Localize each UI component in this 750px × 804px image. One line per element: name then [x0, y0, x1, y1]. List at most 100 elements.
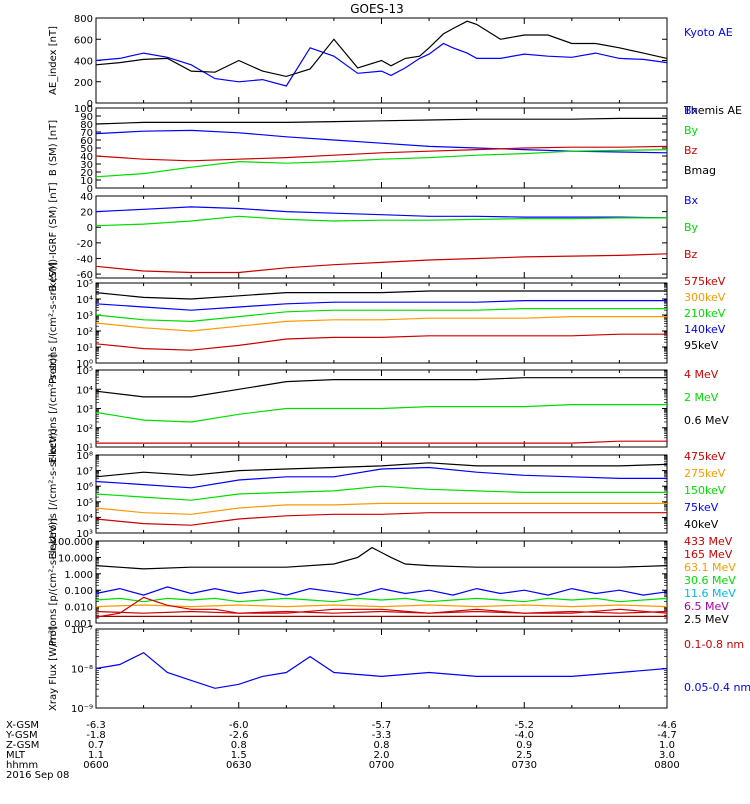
series-line-by: [95, 149, 668, 178]
series-line-bmag: [95, 117, 667, 125]
legend-entry: 165 MeV: [684, 548, 733, 561]
y-tick-label: 20: [80, 208, 93, 219]
legend-entry: 95keV: [684, 339, 719, 352]
x-row-value: 2.5: [516, 750, 532, 761]
y-tick-label: 0: [87, 184, 93, 195]
panel-6: 0.001 0.010 0.100 1.000 10.000 100.000Protons…: [48, 518, 736, 646]
series-line-2-5-mev: [95, 546, 668, 570]
y-tick-label: 70: [80, 128, 93, 139]
x-row-value: 1.0: [659, 740, 675, 751]
y-tick-label: 10¹: [76, 443, 93, 454]
y-tick-label: 0.100: [64, 586, 93, 597]
series-line-bx: [95, 129, 668, 154]
y-tick-label: 10: [80, 176, 93, 187]
x-row-value: 3.0: [659, 750, 675, 761]
panel-frame: [95, 540, 668, 624]
legend-entry: 2 MeV: [684, 391, 719, 404]
series-line-165-mev: [95, 610, 668, 614]
series-line-bz: [95, 253, 668, 274]
series-line-0-6-mev: [95, 377, 667, 398]
y-tick-label: 10¹: [76, 343, 93, 354]
y-tick-label: 100.000: [52, 537, 93, 548]
y-tick-label: 10⁻⁹: [71, 704, 93, 715]
series-line-95kev: [95, 290, 667, 300]
y-axis-label: Protons [/(cm²-s-sr-keV)]: [48, 262, 59, 384]
x-row-value: -5.2: [514, 720, 534, 731]
panel-5: 10³ 10⁴ 10⁵ 10⁶ 10⁷ 10⁸ Electrons [/(cm²-s-sr-…: [48, 429, 726, 560]
x-row-value: 0800: [654, 760, 679, 771]
y-tick-label: 600: [74, 35, 93, 46]
y-tick-label: 10⁻⁷: [71, 625, 93, 636]
date-label: 2016 Sep 08: [6, 770, 69, 781]
series-line-140kev: [95, 300, 667, 311]
legend-entry: By: [684, 221, 699, 234]
legend-entry: 575keV: [684, 275, 726, 288]
series-line-themis-ae: [95, 20, 668, 78]
x-row-value: 0600: [83, 760, 108, 771]
legend-entry: 75keV: [684, 501, 719, 514]
series-line-40kev: [95, 462, 668, 478]
legend-entry: Bmag: [684, 164, 716, 177]
y-axis-label: Electrons [/(cm²-s-sr-keV)]: [48, 429, 59, 560]
x-row-value: -4.6: [657, 720, 677, 731]
y-tick-label: 0: [87, 223, 93, 234]
series-line-30-6-mev: [95, 597, 668, 603]
legend-entry: Bx: [684, 104, 699, 117]
y-tick-label: 200: [74, 78, 93, 89]
legend-entry: 0.6 MeV: [684, 414, 729, 427]
legend-entry: By: [684, 124, 699, 137]
panel-frame: [95, 628, 668, 709]
y-tick-label: 0.001: [64, 619, 93, 630]
y-tick-label: 10³: [76, 405, 93, 416]
legend-entry: 2.5 MeV: [684, 613, 729, 626]
x-row-value: 0.7: [88, 740, 104, 751]
panel-4: 10¹ 10² 10³ 10⁴ 10⁵ Electrons [/(cm²-s-sr)] 4 …: [48, 354, 729, 463]
panel-3: 10⁰ 10¹ 10² 10³ 10⁴ 10⁵ Protons [/(cm²-s-sr-ke…: [48, 262, 726, 384]
series-line-by: [95, 215, 667, 227]
series-line-0-1-0-8-nm: [95, 596, 668, 618]
y-tick-label: 10⁸: [76, 451, 93, 462]
y-tick-label: 10²: [76, 424, 93, 435]
y-tick-label: 90: [80, 112, 93, 123]
panel-frame: [95, 282, 668, 364]
y-tick-label: 0: [87, 99, 93, 110]
y-tick-label: 10³: [76, 311, 93, 322]
legend-entry: 4 MeV: [684, 368, 719, 381]
x-row-value: 0.8: [231, 740, 247, 751]
legend-entry: 300keV: [684, 291, 726, 304]
series-line-275kev: [95, 502, 667, 515]
legend-entry: 433 MeV: [684, 535, 733, 548]
legend-entry: 0.1-0.8 nm: [684, 638, 744, 651]
x-row-value: 0.9: [516, 740, 532, 751]
series-line-210kev: [95, 308, 667, 323]
y-tick-label: -40: [77, 254, 93, 265]
x-row-value: -5.7: [372, 720, 392, 731]
y-tick-label: 10⁵: [76, 366, 93, 377]
series-line-475kev: [95, 512, 667, 526]
x-axis-labels: X-GSM -6.3 -6.0 -5.7 -5.2 -4.6 Y-GSM -1.8 -2.6 -3…: [5, 720, 680, 781]
x-row-label: X-GSM: [6, 720, 39, 731]
x-row-value: 1.1: [88, 750, 104, 761]
legend-entry: Kyoto AE: [684, 26, 733, 39]
x-row-label: MLT: [6, 750, 26, 761]
legend-entry: 63.1 MeV: [684, 561, 736, 574]
panel-0: 0 200 400 600 800 AE_index [nT] Kyoto AE Themis…: [48, 14, 742, 117]
x-row-value: 0630: [226, 760, 251, 771]
series-line-bx: [95, 206, 668, 219]
y-tick-label: 10⁵: [76, 498, 93, 509]
legend-entry: Themis AE: [683, 104, 742, 117]
y-tick-label: 0.010: [64, 603, 93, 614]
x-row-value: 1.5: [231, 750, 247, 761]
y-tick-label: 10⁷: [76, 467, 93, 478]
y-tick-label: 10²: [76, 327, 93, 338]
series-line-kyoto-ae: [95, 42, 668, 87]
series-line-150kev: [95, 485, 667, 501]
x-row-value: -2.6: [229, 730, 249, 741]
y-tick-label: -20: [77, 239, 93, 250]
x-row-value: 0730: [512, 760, 537, 771]
series-line-300kev: [95, 316, 667, 332]
x-row-value: 0700: [369, 760, 394, 771]
